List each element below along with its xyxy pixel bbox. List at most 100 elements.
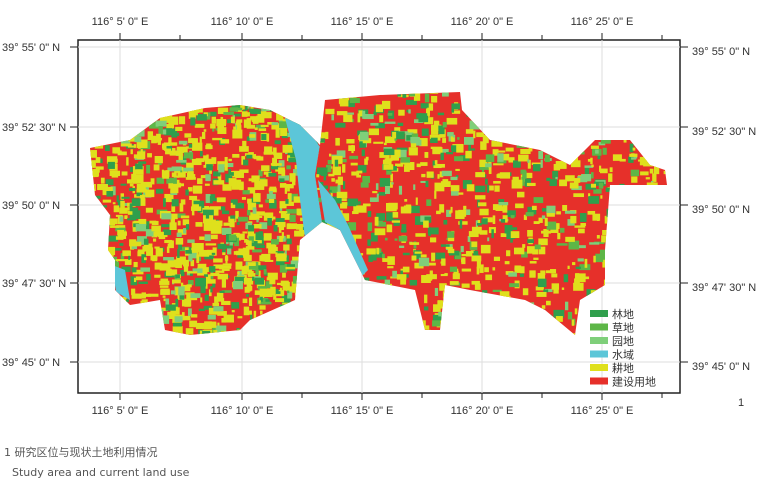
land-patch xyxy=(587,158,593,162)
land-patch xyxy=(187,239,195,243)
land-patch xyxy=(569,182,579,189)
land-patch xyxy=(242,190,250,195)
land-patch xyxy=(357,113,361,123)
land-patch xyxy=(191,158,202,166)
land-patch xyxy=(383,148,395,156)
land-patch xyxy=(495,206,504,211)
land-patch xyxy=(434,160,438,165)
land-patch xyxy=(209,206,221,210)
land-patch xyxy=(425,180,429,188)
land-patch xyxy=(159,285,169,288)
land-patch xyxy=(263,233,272,241)
land-patch xyxy=(414,251,423,254)
land-patch xyxy=(433,120,440,129)
land-patch xyxy=(511,227,518,230)
land-patch xyxy=(95,166,104,170)
land-patch xyxy=(250,105,254,111)
land-patch xyxy=(390,153,400,161)
land-patch xyxy=(168,121,175,129)
land-patch xyxy=(212,283,216,288)
land-patch xyxy=(270,165,281,170)
land-patch xyxy=(477,219,481,224)
land-patch xyxy=(286,290,290,294)
land-patch xyxy=(243,159,249,166)
land-patch xyxy=(537,278,547,288)
land-patch xyxy=(249,212,260,220)
land-patch xyxy=(178,154,183,161)
land-patch xyxy=(426,199,432,206)
land-patch xyxy=(408,147,418,156)
land-patch xyxy=(206,164,213,171)
land-patch xyxy=(482,290,488,295)
land-patch xyxy=(100,205,107,208)
land-patch xyxy=(232,153,240,158)
land-patch xyxy=(145,189,155,198)
land-patch xyxy=(213,180,225,185)
land-patch xyxy=(294,230,304,237)
land-patch xyxy=(439,204,445,213)
land-patch xyxy=(376,221,386,227)
land-patch xyxy=(600,137,611,144)
land-patch xyxy=(476,266,480,275)
land-patch xyxy=(521,176,525,186)
land-patch xyxy=(268,169,271,173)
land-patch xyxy=(239,146,249,152)
land-patch xyxy=(447,248,455,254)
land-patch xyxy=(229,172,234,176)
land-patch xyxy=(242,231,248,234)
land-patch xyxy=(463,136,474,145)
land-patch xyxy=(210,273,220,277)
land-patch xyxy=(316,167,328,176)
land-patch xyxy=(278,224,282,233)
land-patch xyxy=(148,293,159,297)
land-patch xyxy=(203,215,214,224)
land-patch xyxy=(471,280,480,285)
land-patch xyxy=(420,180,426,183)
land-patch xyxy=(481,169,485,175)
land-patch xyxy=(252,154,257,159)
land-patch xyxy=(537,273,546,280)
land-patch xyxy=(232,129,243,139)
land-patch xyxy=(261,112,272,119)
land-patch xyxy=(446,152,454,155)
lon-label-top: 116° 10' 0" E xyxy=(211,16,274,28)
land-patch xyxy=(511,179,523,189)
land-patch xyxy=(238,181,244,190)
land-patch xyxy=(196,254,200,264)
land-patch xyxy=(210,123,216,129)
land-patch xyxy=(175,132,180,137)
land-patch xyxy=(221,290,232,293)
land-patch xyxy=(559,179,568,187)
land-patch xyxy=(480,244,491,254)
land-patch xyxy=(232,199,238,205)
land-patch xyxy=(279,183,287,188)
land-patch xyxy=(418,113,429,123)
land-patch xyxy=(263,212,274,221)
land-patch xyxy=(397,122,404,127)
land-patch xyxy=(540,270,546,276)
land-patch xyxy=(421,173,426,178)
land-patch xyxy=(184,304,191,307)
land-patch xyxy=(261,253,271,262)
land-patch xyxy=(275,252,278,258)
land-patch xyxy=(213,306,224,312)
land-patch xyxy=(268,172,277,177)
land-patch xyxy=(204,274,208,277)
land-patch xyxy=(187,187,193,192)
land-patch xyxy=(221,318,227,323)
land-patch xyxy=(204,158,214,167)
land-patch xyxy=(280,127,288,137)
land-patch xyxy=(596,216,600,222)
land-patch xyxy=(471,255,482,262)
land-patch xyxy=(506,210,516,218)
land-patch xyxy=(124,215,128,220)
land-patch xyxy=(270,163,282,166)
land-patch xyxy=(510,215,515,219)
land-patch xyxy=(255,232,263,241)
land-patch xyxy=(152,238,157,242)
land-patch xyxy=(234,179,242,187)
land-patch xyxy=(288,193,298,201)
land-patch xyxy=(565,236,575,242)
land-patch xyxy=(415,233,426,237)
land-patch xyxy=(99,158,103,164)
